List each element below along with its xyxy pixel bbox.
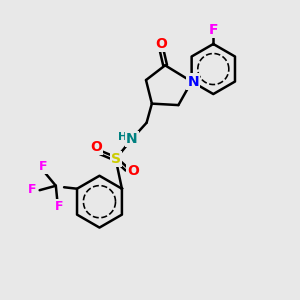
Text: F: F <box>55 200 63 214</box>
Text: N: N <box>126 132 138 146</box>
Text: O: O <box>156 37 167 51</box>
Text: S: S <box>111 152 121 166</box>
Text: F: F <box>39 160 47 173</box>
Text: O: O <box>127 164 139 178</box>
Text: N: N <box>187 74 199 88</box>
Text: F: F <box>208 23 218 37</box>
Text: O: O <box>90 140 102 154</box>
Text: H: H <box>118 133 128 142</box>
Text: F: F <box>28 183 37 196</box>
